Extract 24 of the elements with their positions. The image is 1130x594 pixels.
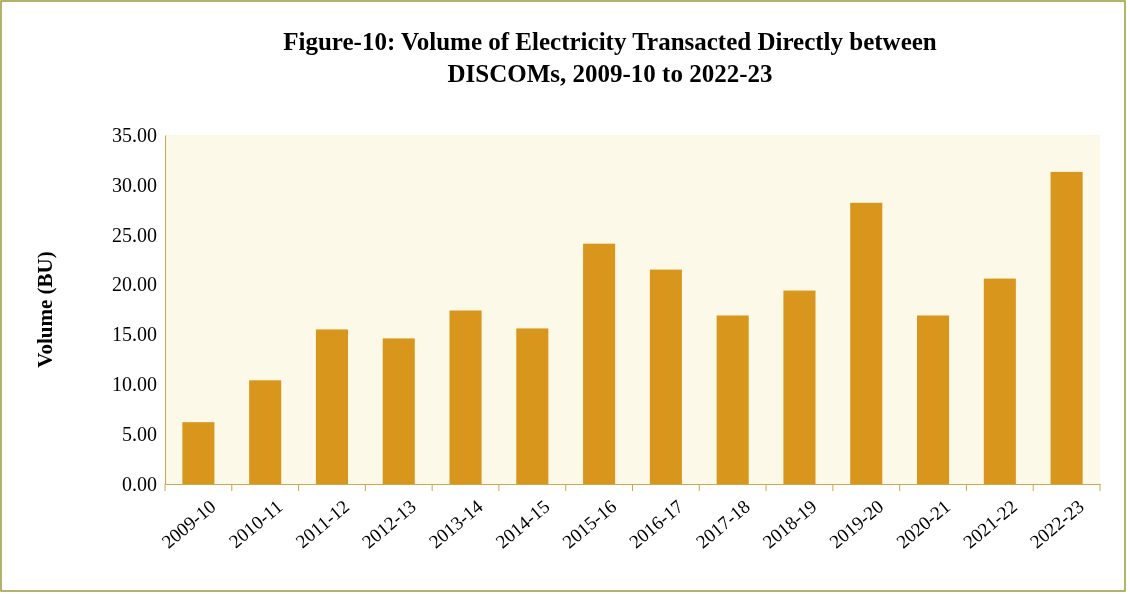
bar [516,328,549,484]
y-tick-label: 10.00 [112,373,157,396]
bar [249,380,282,484]
y-tick-label: 30.00 [112,173,157,196]
bar [1050,171,1083,484]
chart-title: Figure-10: Volume of Electricity Transacted Directly between DISCOMs, 2009-10 to 2022-23 [283,28,937,87]
y-tick-label: 20.00 [112,273,157,296]
bar [983,278,1016,484]
y-tick-label: 15.00 [112,323,157,346]
bar [583,243,616,484]
y-tick-label: 25.00 [112,223,157,246]
bar [182,422,215,484]
bar [315,329,348,484]
bar [649,269,682,484]
y-axis-title: Volume (BU) [33,251,57,368]
y-tick-label: 0.00 [122,472,157,495]
y-tick-label: 5.00 [122,423,157,446]
bar [382,338,415,484]
bar [917,315,950,484]
bar [716,315,749,484]
bar [850,202,883,484]
y-tick-label: 35.00 [112,123,157,146]
bar [449,310,482,484]
bar [783,290,816,484]
